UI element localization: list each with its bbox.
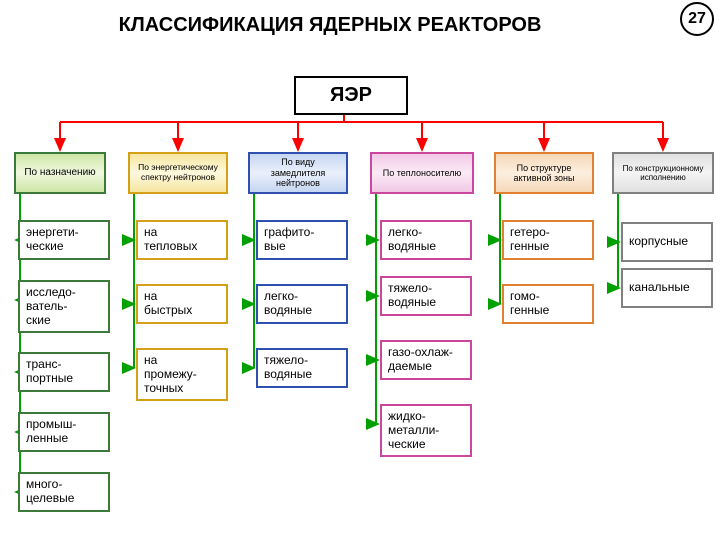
category-c3: По теплоносителю <box>370 152 474 194</box>
item-c0-1: исследо-ватель-ские <box>18 280 110 333</box>
item-c0-3: промыш-ленные <box>18 412 110 452</box>
item-c2-0: графито-вые <box>256 220 348 260</box>
page-title: КЛАССИФИКАЦИЯ ЯДЕРНЫХ РЕАКТОРОВ <box>0 14 660 37</box>
category-c5: По конструкционному исполнению <box>612 152 714 194</box>
item-c1-1: набыстрых <box>136 284 228 324</box>
item-c3-3: жидко-металли-ческие <box>380 404 472 457</box>
item-c2-1: легко-водяные <box>256 284 348 324</box>
item-c2-2: тяжело-водяные <box>256 348 348 388</box>
item-c5-1: канальные <box>621 268 713 308</box>
item-c1-0: натепловых <box>136 220 228 260</box>
item-c0-0: энергети-ческие <box>18 220 110 260</box>
item-c3-1: тяжело-водяные <box>380 276 472 316</box>
item-c1-2: напромежу-точных <box>136 348 228 401</box>
item-c4-1: гомо-генные <box>502 284 594 324</box>
item-c3-2: газо-охлаж-даемые <box>380 340 472 380</box>
category-c2: По виду замедлителя нейтронов <box>248 152 348 194</box>
item-c0-4: много-целевые <box>18 472 110 512</box>
category-c4: По структуре активной зоны <box>494 152 594 194</box>
item-c3-0: легко-водяные <box>380 220 472 260</box>
category-c1: По энергетическому спектру нейтронов <box>128 152 228 194</box>
item-c0-2: транс-портные <box>18 352 110 392</box>
page-number-badge: 27 <box>680 2 714 36</box>
root-node: ЯЭР <box>294 76 408 115</box>
item-c4-0: гетеро-генные <box>502 220 594 260</box>
item-c5-0: корпусные <box>621 222 713 262</box>
category-c0: По назначению <box>14 152 106 194</box>
